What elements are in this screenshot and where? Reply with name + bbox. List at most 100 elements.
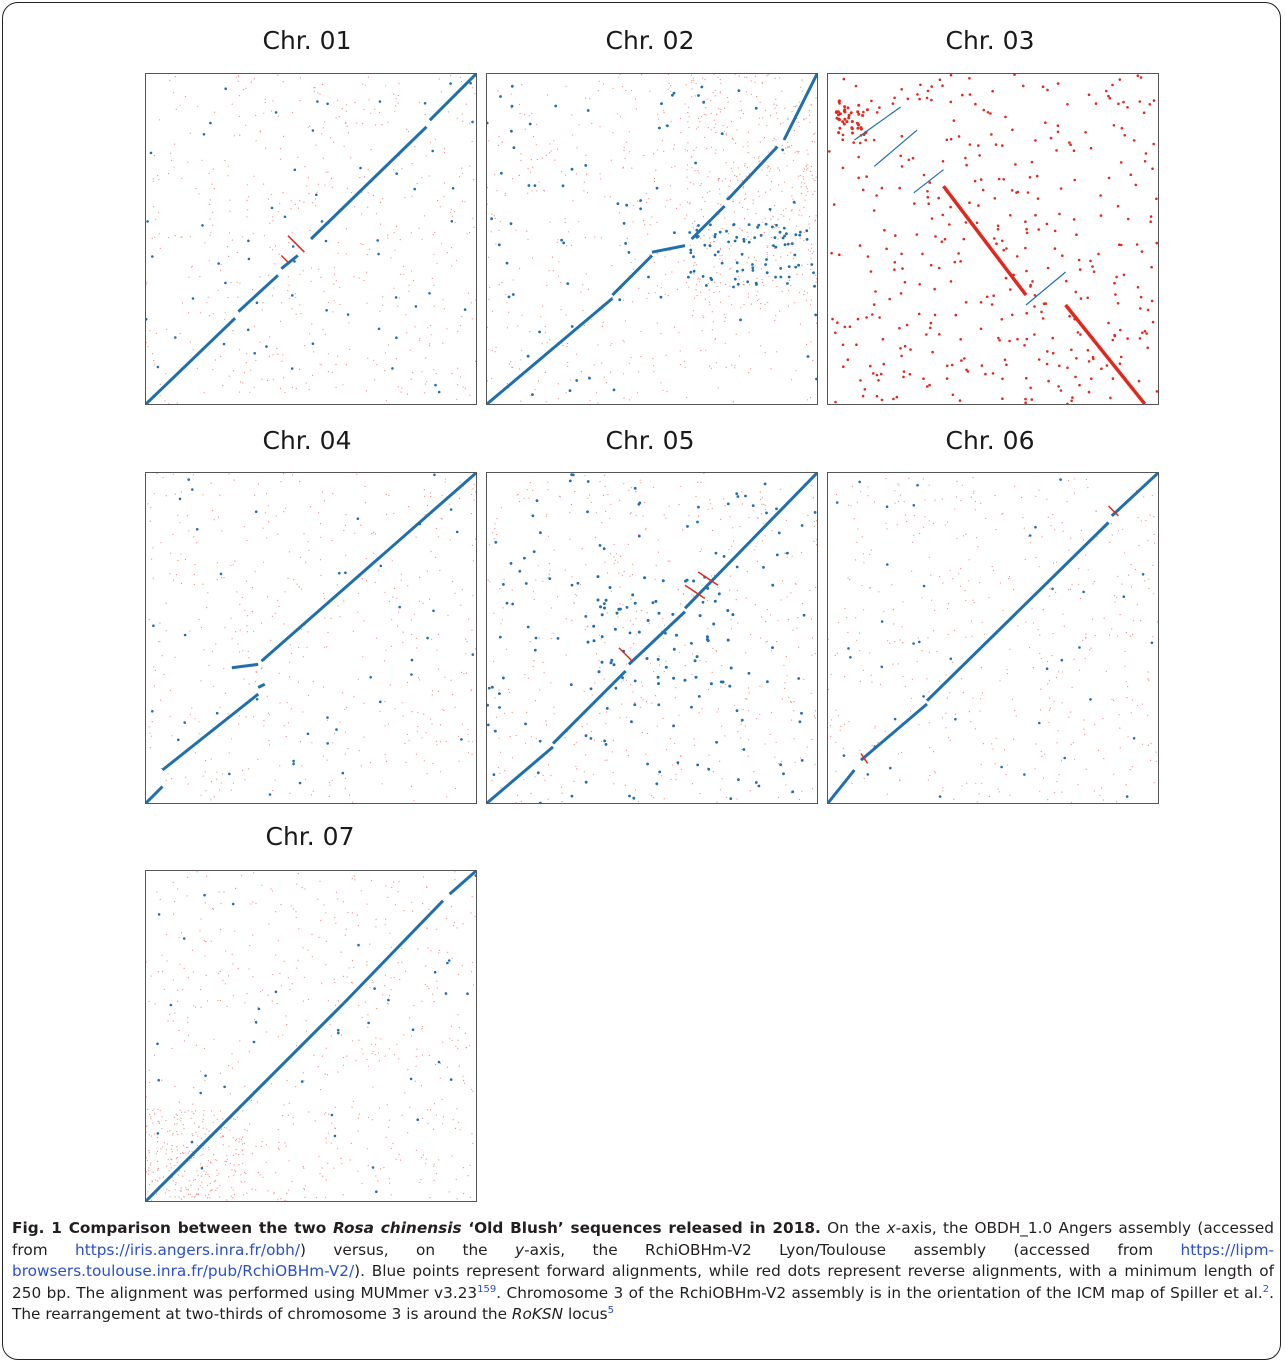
alignment-dot: [619, 555, 622, 557]
alignment-dot: [878, 316, 881, 319]
alignment-dot: [806, 355, 810, 358]
alignment-dot: [357, 611, 359, 613]
alignment-dot: [306, 1030, 308, 1032]
alignment-dot: [754, 81, 756, 83]
alignment-dot: [326, 716, 329, 719]
alignment-dot: [715, 740, 718, 744]
alignment-dot: [667, 88, 669, 90]
alignment-dot: [788, 147, 790, 149]
alignment-dot: [413, 613, 415, 615]
alignment-dot: [494, 217, 496, 219]
alignment-dot: [700, 116, 703, 118]
alignment-dot: [840, 725, 842, 727]
alignment-dot: [724, 683, 726, 685]
alignment-dot: [858, 141, 862, 145]
alignment-dot: [1143, 496, 1145, 498]
alignment-dot: [457, 735, 459, 737]
alignment-dot: [799, 174, 801, 176]
alignment-dot: [149, 1164, 151, 1166]
alignment-dot: [796, 150, 798, 152]
alignment-dot: [692, 579, 696, 583]
alignment-dot: [175, 1158, 177, 1160]
alignment-dot: [429, 141, 431, 143]
alignment-dot: [385, 760, 387, 762]
alignment-dot: [315, 198, 317, 200]
alignment-dot: [721, 665, 723, 667]
alignment-dot: [232, 1154, 234, 1157]
alignment-dot: [231, 1187, 233, 1189]
alignment-dot: [778, 796, 780, 798]
citation-5[interactable]: 5: [607, 1305, 614, 1316]
alignment-dot: [327, 632, 329, 634]
alignment-dot: [1045, 667, 1049, 670]
alignment-dot: [798, 646, 800, 648]
alignment-dot: [331, 779, 333, 781]
alignment-dot: [638, 371, 640, 373]
alignment-dot: [856, 126, 860, 130]
alignment-dot: [719, 247, 722, 249]
alignment-dot: [661, 579, 665, 583]
alignment-dot: [1055, 561, 1058, 563]
alignment-dot: [542, 580, 544, 582]
alignment-dot: [1086, 296, 1089, 300]
citation-2[interactable]: 2: [1262, 1283, 1270, 1295]
alignment-dot: [438, 78, 440, 80]
alignment-dot: [152, 180, 155, 182]
alignment-dot: [508, 363, 511, 365]
alignment-dot: [609, 196, 611, 198]
alignment-dot: [633, 486, 637, 490]
alignment-dot: [363, 736, 365, 738]
alignment-dot: [491, 377, 493, 380]
reverse-alignment: [287, 235, 305, 253]
alignment-dot: [168, 1190, 170, 1192]
alignment-dot: [679, 204, 681, 206]
link-rchiobhm[interactable]: https://lipm-browsers.toulouse.inra.fr/p…: [12, 1240, 1274, 1281]
alignment-dot: [342, 901, 344, 903]
alignment-dot: [558, 495, 561, 497]
alignment-dot: [619, 717, 621, 719]
alignment-dot: [217, 516, 219, 518]
alignment-dot: [417, 677, 420, 679]
alignment-dot: [450, 211, 452, 213]
alignment-dot: [693, 744, 695, 746]
alignment-dot: [702, 100, 706, 104]
alignment-dot: [609, 371, 612, 373]
alignment-dot: [521, 84, 523, 86]
alignment-dot: [442, 1123, 444, 1125]
link-obh[interactable]: https://iris.angers.inra.fr/obh/: [75, 1240, 300, 1259]
alignment-dot: [174, 1123, 176, 1125]
alignment-dot: [764, 504, 766, 506]
alignment-dot: [864, 138, 867, 142]
alignment-dot: [462, 172, 464, 174]
alignment-dot: [736, 495, 740, 498]
alignment-dot: [626, 663, 628, 665]
alignment-dot: [469, 1196, 471, 1198]
citation-159[interactable]: 159: [477, 1283, 497, 1295]
alignment-dot: [149, 1081, 151, 1084]
alignment-dot: [471, 896, 473, 898]
alignment-dot: [765, 508, 767, 511]
alignment-dot: [427, 1123, 429, 1125]
alignment-dot: [655, 186, 659, 190]
alignment-dot: [208, 1149, 210, 1151]
alignment-dot: [295, 1086, 297, 1088]
alignment-dot: [809, 589, 811, 591]
alignment-dot: [390, 257, 392, 259]
alignment-dot: [584, 629, 586, 631]
alignment-dot: [694, 161, 697, 165]
alignment-dot: [665, 124, 667, 126]
alignment-dot: [639, 479, 641, 481]
alignment-dot: [564, 174, 566, 176]
alignment-dot: [214, 1159, 216, 1161]
alignment-dot: [899, 494, 901, 496]
alignment-dot: [366, 271, 368, 273]
alignment-dot: [218, 891, 220, 893]
alignment-dot: [231, 239, 233, 241]
alignment-dot: [371, 1166, 375, 1169]
alignment-dot: [1140, 250, 1144, 253]
alignment-dot: [322, 127, 324, 129]
alignment-dot: [491, 213, 493, 215]
alignment-dot: [429, 343, 431, 345]
alignment-dot: [517, 493, 519, 495]
alignment-dot: [612, 771, 614, 774]
